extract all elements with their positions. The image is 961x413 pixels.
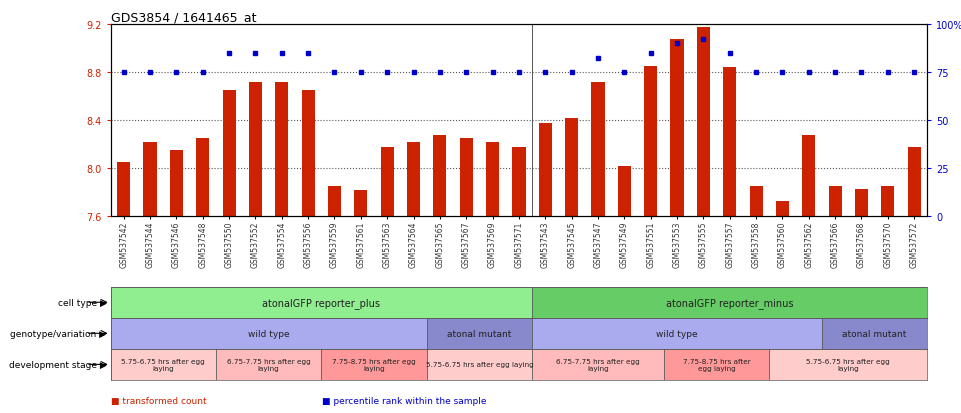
Text: 6.75-7.75 hrs after egg
laying: 6.75-7.75 hrs after egg laying <box>227 358 310 371</box>
Bar <box>644 67 657 217</box>
Text: 6.75-7.75 hrs after egg
laying: 6.75-7.75 hrs after egg laying <box>556 358 640 371</box>
Text: 5.75-6.75 hrs after egg laying: 5.75-6.75 hrs after egg laying <box>426 361 533 368</box>
Bar <box>724 68 736 217</box>
Bar <box>532 318 822 349</box>
Bar <box>591 83 604 217</box>
Bar <box>618 166 631 217</box>
Text: atonalGFP reporter_minus: atonalGFP reporter_minus <box>666 297 794 308</box>
Text: wild type: wild type <box>248 329 289 338</box>
Bar <box>196 139 209 217</box>
Bar <box>486 142 499 217</box>
Bar <box>355 190 367 217</box>
Bar <box>170 151 183 217</box>
Text: development stage ▶: development stage ▶ <box>9 360 107 369</box>
Bar <box>907 147 921 217</box>
Bar <box>143 142 157 217</box>
Bar <box>532 349 664 380</box>
Bar <box>459 139 473 217</box>
Bar <box>433 135 447 217</box>
Bar <box>855 189 868 217</box>
Text: 7.75-8.75 hrs after
egg laying: 7.75-8.75 hrs after egg laying <box>682 358 751 371</box>
Text: cell type ▶: cell type ▶ <box>58 298 107 307</box>
Bar <box>822 318 927 349</box>
Text: wild type: wild type <box>656 329 698 338</box>
Text: 5.75-6.75 hrs after egg
laying: 5.75-6.75 hrs after egg laying <box>806 358 890 371</box>
Bar <box>881 187 895 217</box>
Bar <box>427 318 532 349</box>
Bar <box>381 147 394 217</box>
Bar <box>117 163 131 217</box>
Bar <box>275 83 288 217</box>
Bar <box>111 287 532 318</box>
Bar <box>223 91 235 217</box>
Bar <box>407 142 420 217</box>
Bar <box>776 201 789 217</box>
Text: atonal mutant: atonal mutant <box>843 329 907 338</box>
Bar <box>512 147 526 217</box>
Bar <box>532 287 927 318</box>
Bar <box>111 349 216 380</box>
Bar <box>249 83 262 217</box>
Bar <box>828 187 842 217</box>
Text: atonalGFP reporter_plus: atonalGFP reporter_plus <box>262 297 381 308</box>
Text: 5.75-6.75 hrs after egg
laying: 5.75-6.75 hrs after egg laying <box>121 358 205 371</box>
Bar <box>565 119 579 217</box>
Text: ■ percentile rank within the sample: ■ percentile rank within the sample <box>322 396 486 405</box>
Bar <box>539 123 552 217</box>
Bar <box>750 187 763 217</box>
Bar <box>802 135 815 217</box>
Bar <box>328 187 341 217</box>
Bar <box>111 318 427 349</box>
Bar <box>664 349 769 380</box>
Bar <box>321 349 427 380</box>
Bar <box>769 349 927 380</box>
Bar <box>427 349 532 380</box>
Text: atonal mutant: atonal mutant <box>447 329 511 338</box>
Bar <box>216 349 321 380</box>
Text: GDS3854 / 1641465_at: GDS3854 / 1641465_at <box>111 11 256 24</box>
Bar <box>302 91 315 217</box>
Bar <box>697 28 710 217</box>
Text: ■ transformed count: ■ transformed count <box>111 396 207 405</box>
Text: genotype/variation ▶: genotype/variation ▶ <box>11 329 107 338</box>
Bar <box>671 40 683 217</box>
Text: 7.75-8.75 hrs after egg
laying: 7.75-8.75 hrs after egg laying <box>333 358 416 371</box>
